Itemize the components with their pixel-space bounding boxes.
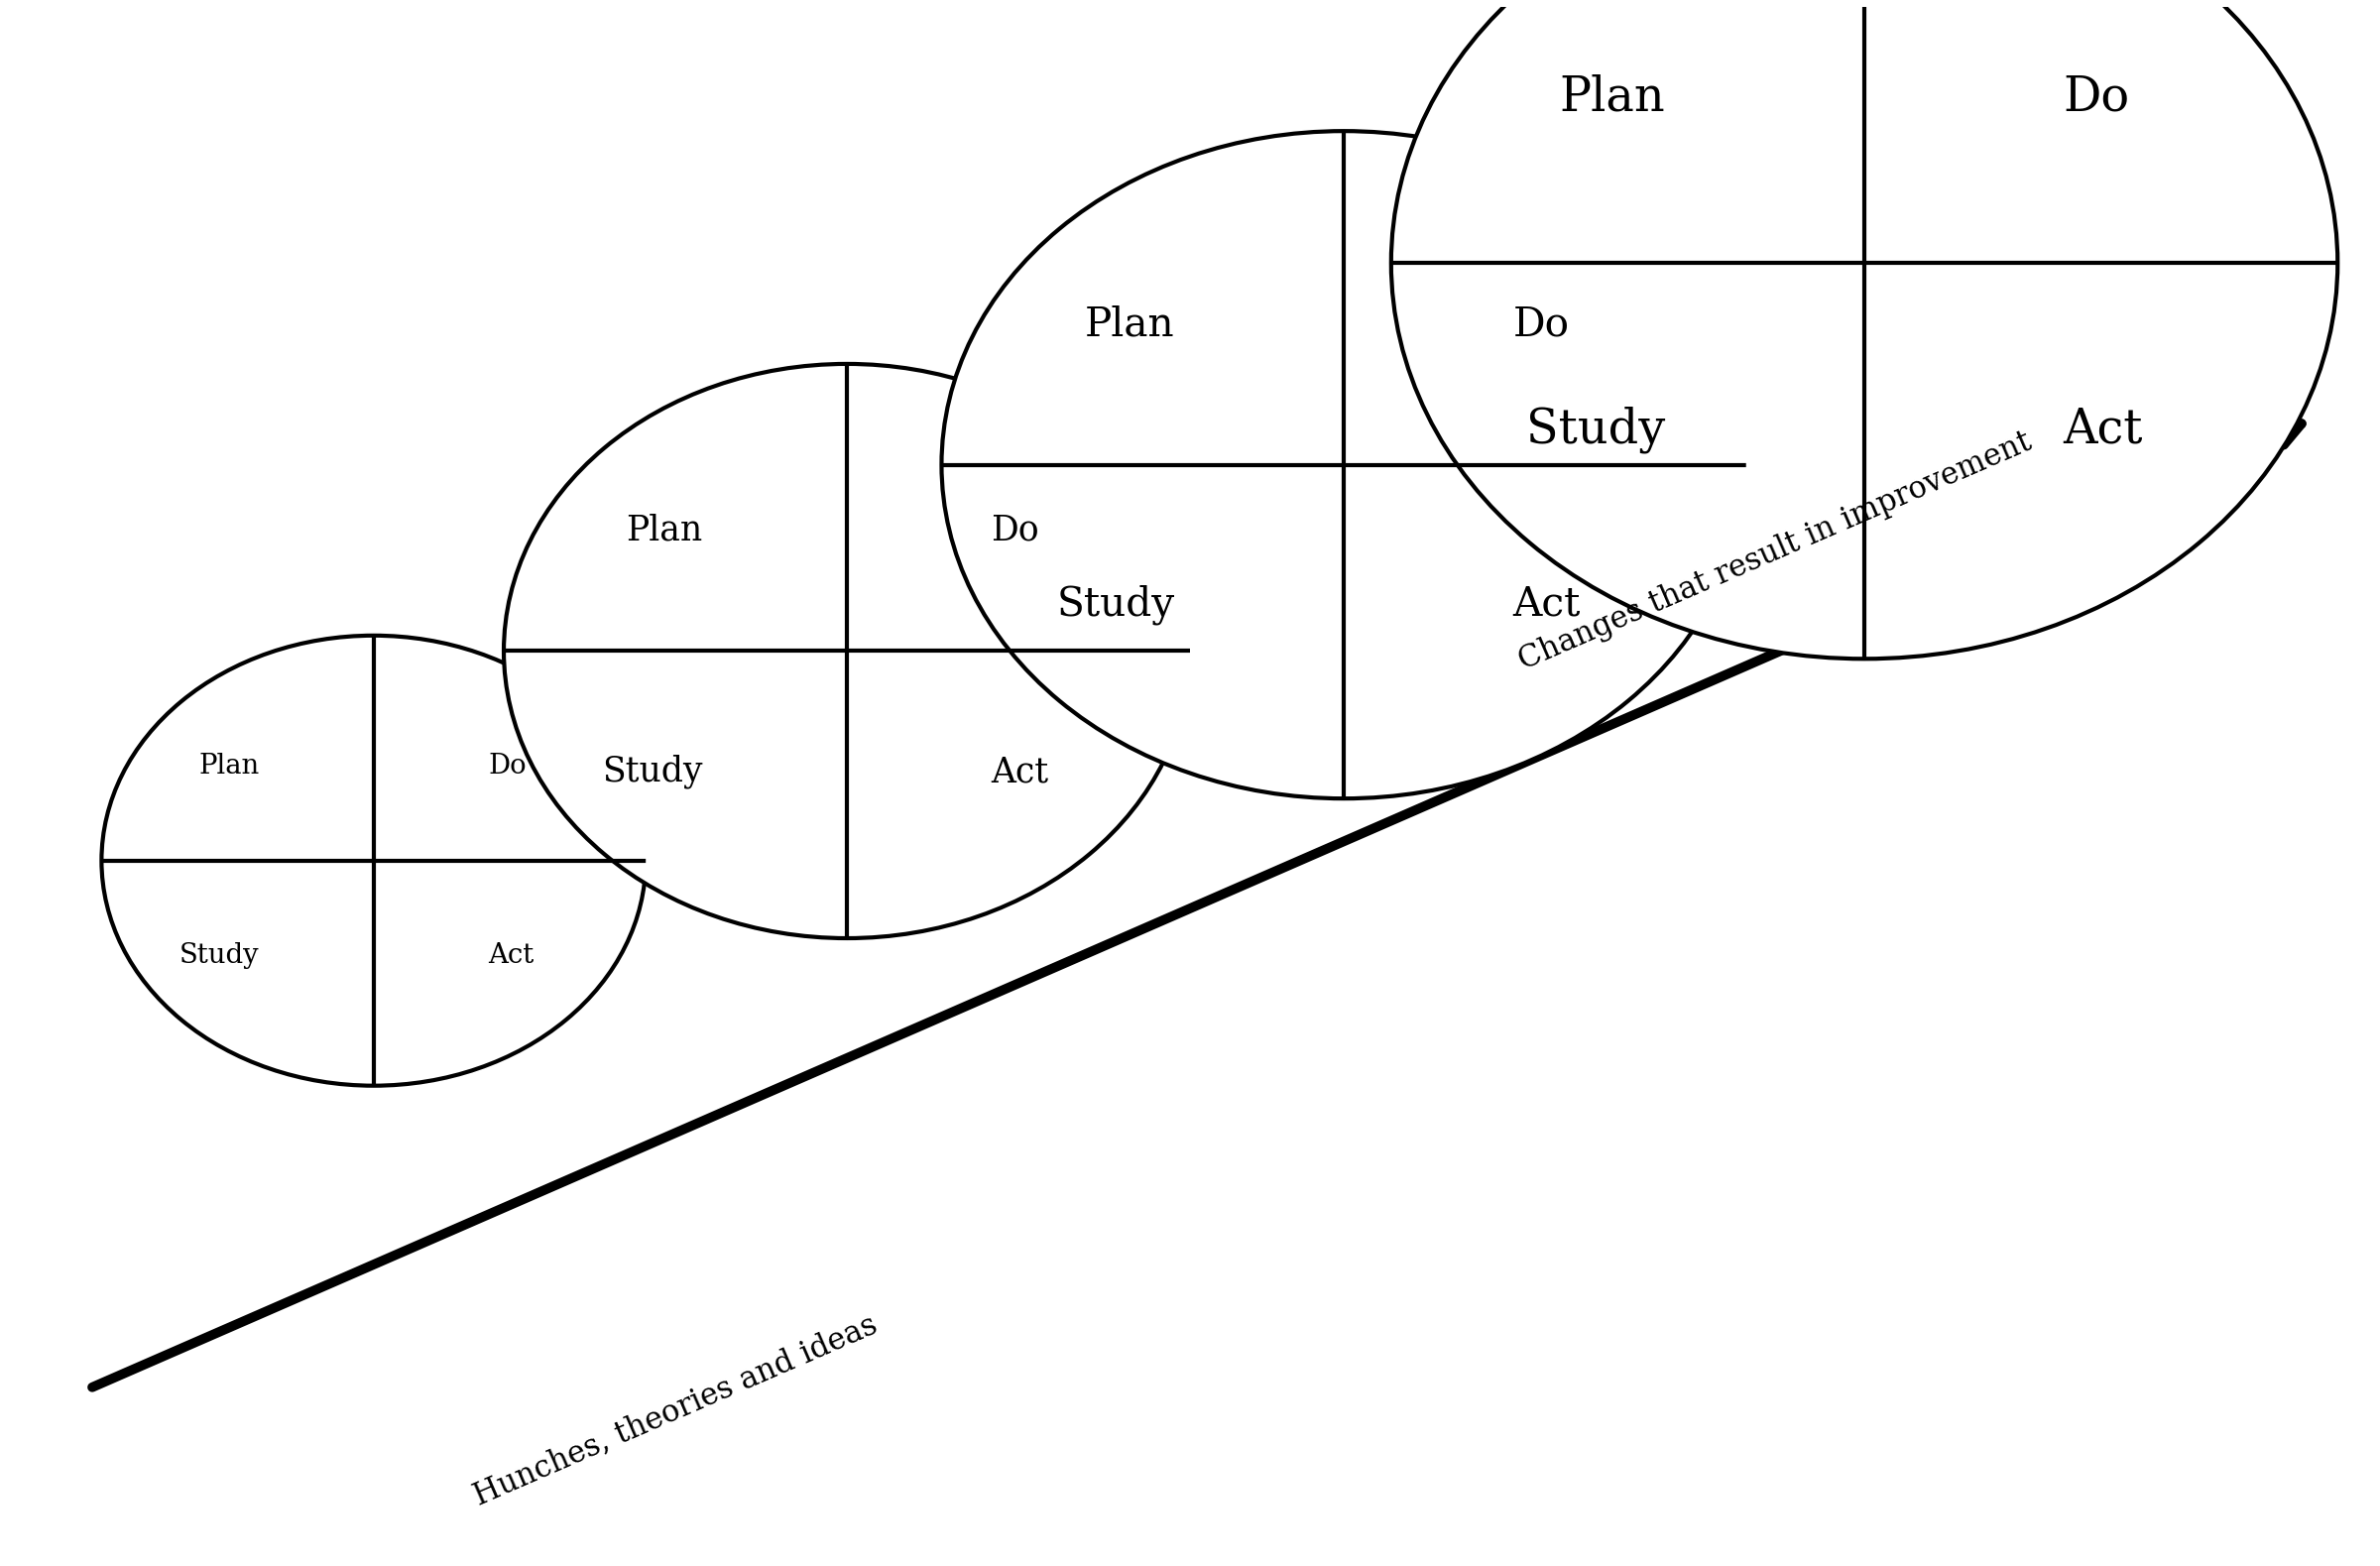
Text: Study: Study [178,941,259,968]
Text: Plan: Plan [198,753,259,780]
Text: Act: Act [488,941,533,968]
Text: Do: Do [488,753,526,780]
Text: Do: Do [2063,74,2130,121]
Text: Act: Act [1514,586,1580,625]
Text: Act: Act [2063,406,2142,453]
Text: Plan: Plan [626,514,702,547]
Text: Hunches, theories and ideas: Hunches, theories and ideas [469,1309,883,1511]
Text: Do: Do [990,514,1040,547]
Text: Study: Study [602,755,702,789]
Text: Changes that result in improvement: Changes that result in improvement [1514,426,2037,677]
Ellipse shape [505,363,1190,938]
Text: Plan: Plan [1085,305,1176,345]
Text: Study: Study [1057,584,1176,625]
Text: Act: Act [990,755,1050,789]
Ellipse shape [102,636,645,1085]
Ellipse shape [942,132,1747,799]
Ellipse shape [1392,0,2337,659]
Text: Plan: Plan [1559,74,1666,121]
Text: Study: Study [1526,406,1666,453]
Text: Do: Do [1514,305,1568,345]
